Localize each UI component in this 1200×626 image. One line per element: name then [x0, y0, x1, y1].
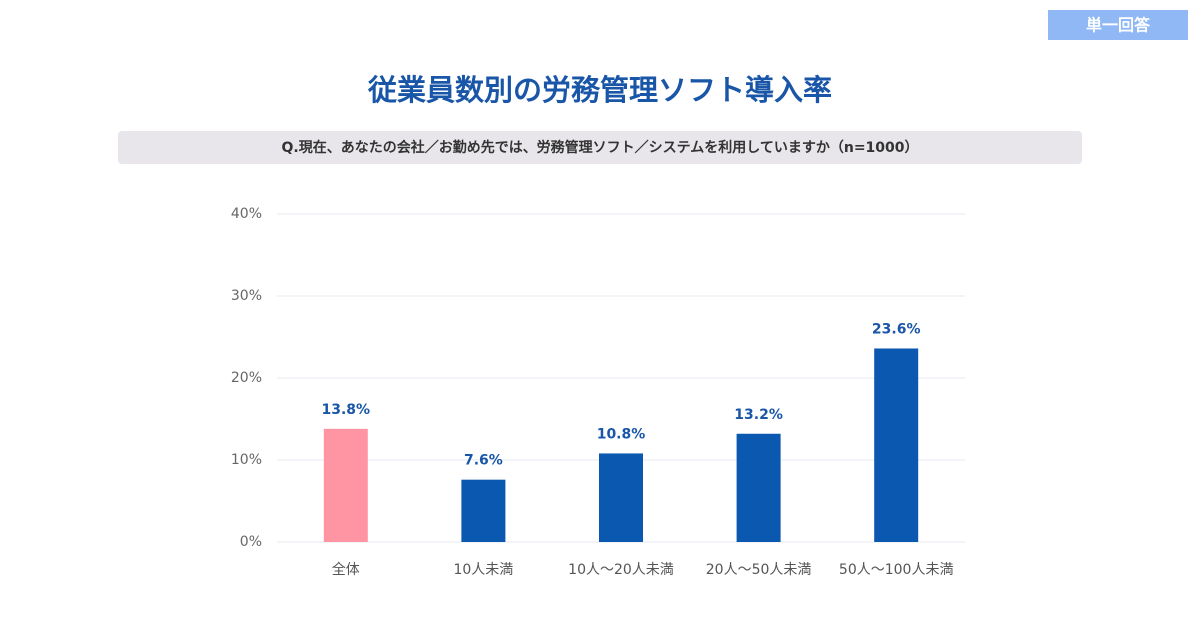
x-tick-label: 50人～100人未満 — [839, 562, 954, 578]
chart-title: 従業員数別の労務管理ソフト導入率 — [367, 73, 832, 107]
y-tick-label: 0% — [240, 534, 262, 550]
value-label: 10.8% — [597, 426, 646, 442]
bar — [323, 428, 368, 542]
value-label: 7.6% — [464, 453, 503, 469]
y-tick-label: 30% — [231, 288, 262, 304]
y-tick-label: 20% — [231, 370, 262, 386]
x-tick-label: 10人未満 — [453, 562, 513, 578]
value-label: 23.6% — [872, 321, 921, 337]
bar — [461, 479, 506, 542]
bar — [874, 348, 919, 542]
y-tick-label: 40% — [231, 206, 262, 222]
x-tick-label: 10人～20人未満 — [568, 562, 674, 578]
question-box — [118, 131, 1082, 164]
x-tick-label: 20人～50人未満 — [706, 562, 812, 578]
bar — [736, 433, 781, 542]
value-label: 13.2% — [734, 407, 783, 423]
y-tick-label: 10% — [231, 452, 262, 468]
question: Q.現在、あなたの会社／お勤め先では、労務管理ソフト／システムを利用していますか… — [281, 139, 918, 156]
badge: 単一回答 — [1086, 16, 1151, 35]
bar — [599, 453, 643, 542]
badge-bg — [1048, 10, 1188, 40]
value-label: 13.8% — [322, 402, 371, 418]
x-tick-label: 全体 — [332, 561, 360, 578]
